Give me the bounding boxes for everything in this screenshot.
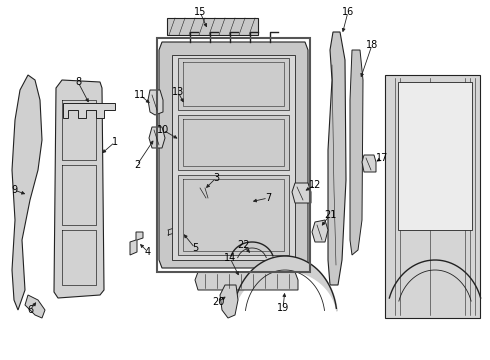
Text: 9: 9 xyxy=(11,185,17,195)
Text: 6: 6 xyxy=(27,305,33,315)
Polygon shape xyxy=(172,55,295,260)
Text: 3: 3 xyxy=(213,173,219,183)
Text: 8: 8 xyxy=(75,77,81,87)
Text: 2: 2 xyxy=(134,160,140,170)
Polygon shape xyxy=(54,80,104,298)
Polygon shape xyxy=(362,155,376,172)
Text: 22: 22 xyxy=(237,240,249,250)
Bar xyxy=(157,38,310,272)
Polygon shape xyxy=(148,90,163,115)
Polygon shape xyxy=(25,295,45,318)
Polygon shape xyxy=(312,220,328,242)
Text: 16: 16 xyxy=(342,7,354,17)
Polygon shape xyxy=(292,183,311,203)
Text: 19: 19 xyxy=(277,303,289,313)
Polygon shape xyxy=(198,185,213,202)
Polygon shape xyxy=(220,285,238,318)
Polygon shape xyxy=(328,32,346,285)
Polygon shape xyxy=(178,58,289,110)
Text: 7: 7 xyxy=(265,193,271,203)
Polygon shape xyxy=(178,115,289,170)
Text: 11: 11 xyxy=(134,90,146,100)
Text: 14: 14 xyxy=(224,253,236,263)
Polygon shape xyxy=(385,75,480,318)
Polygon shape xyxy=(167,18,258,35)
Text: 10: 10 xyxy=(157,125,169,135)
Text: 17: 17 xyxy=(376,153,388,163)
Polygon shape xyxy=(398,82,472,230)
Text: 1: 1 xyxy=(112,137,118,147)
Text: 15: 15 xyxy=(194,7,206,17)
Text: 13: 13 xyxy=(172,87,184,97)
Text: 5: 5 xyxy=(192,243,198,253)
Polygon shape xyxy=(159,42,308,268)
Polygon shape xyxy=(195,272,298,290)
Polygon shape xyxy=(350,50,363,255)
Polygon shape xyxy=(12,75,42,310)
Text: 20: 20 xyxy=(212,297,224,307)
Polygon shape xyxy=(178,175,289,255)
Text: 4: 4 xyxy=(145,247,151,257)
Polygon shape xyxy=(149,127,165,148)
Polygon shape xyxy=(63,103,115,118)
Text: 18: 18 xyxy=(366,40,378,50)
Polygon shape xyxy=(130,232,143,255)
Text: 12: 12 xyxy=(309,180,321,190)
Text: 21: 21 xyxy=(324,210,336,220)
